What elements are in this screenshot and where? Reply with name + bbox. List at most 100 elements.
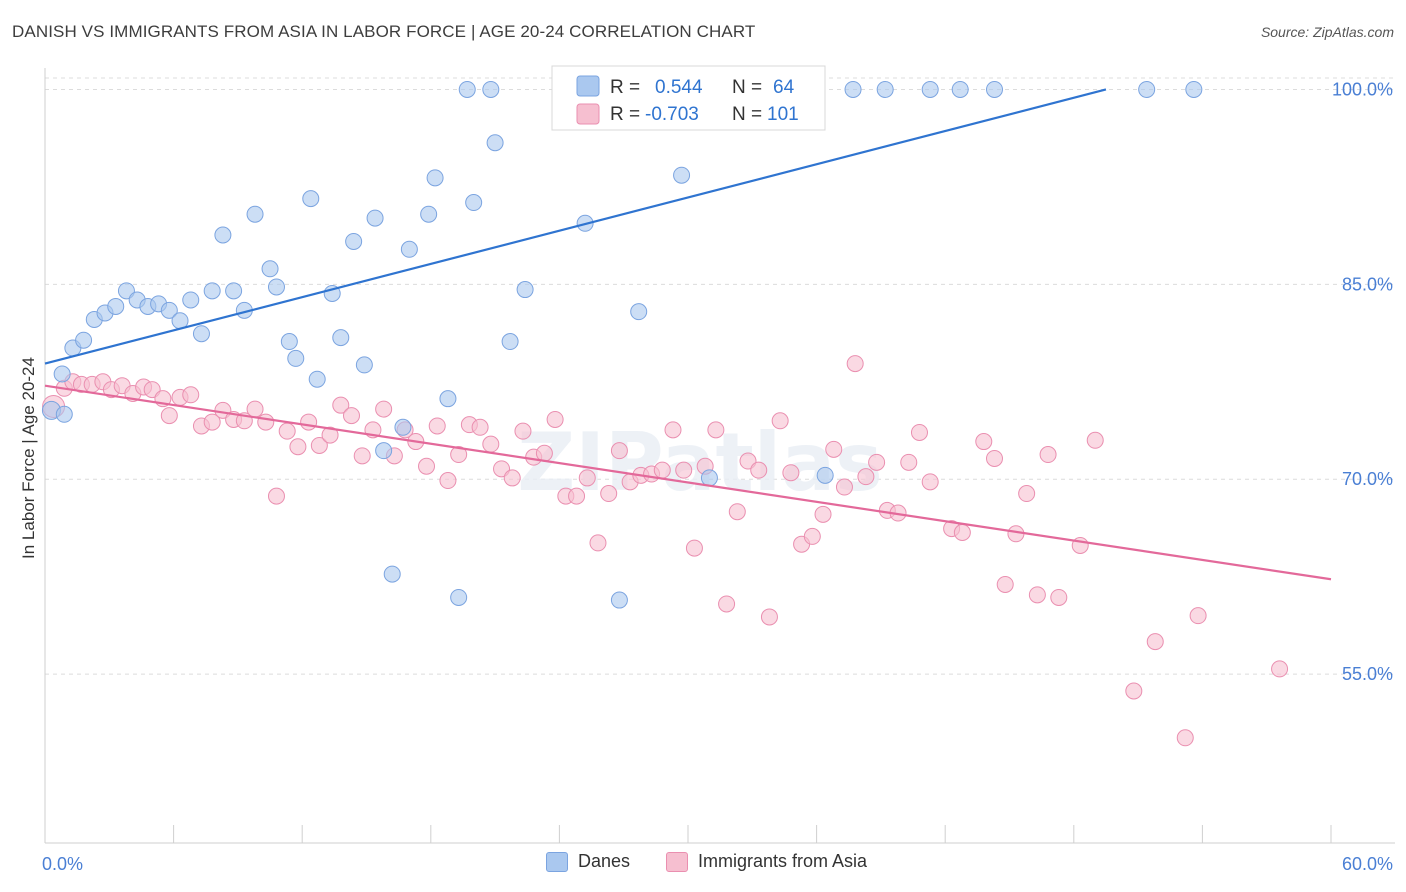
asia-point-95: [1086, 431, 1104, 449]
asia-point-59: [664, 421, 682, 439]
danes-point-32: [383, 565, 401, 583]
legend-asia-swatch: [576, 103, 600, 125]
axis-layer: 55.0% 70.0% 85.0% 100.0% 0.0% 60.0%: [42, 68, 1395, 874]
legend-r-label-danes: R =: [610, 77, 640, 98]
danes-point-44: [516, 281, 534, 299]
asia-point-83: [921, 473, 939, 491]
danes-point-48: [630, 303, 648, 321]
grid-layer: [45, 77, 1395, 675]
asia-point-60: [675, 461, 693, 479]
legend-n-value-danes: 64: [773, 77, 795, 98]
danes-point-25: [308, 370, 326, 388]
asia-point-38: [439, 472, 457, 490]
danes-point-19: [246, 205, 264, 223]
danes-point-55: [844, 80, 862, 98]
danes-point-34: [400, 240, 418, 258]
danes-point-37: [439, 390, 457, 408]
danes-point-35: [420, 205, 438, 223]
legend-item-danes[interactable]: Danes: [546, 851, 630, 872]
danes-point-61: [1185, 80, 1203, 98]
asia-point-32: [375, 400, 393, 418]
danes-point-41: [482, 80, 500, 98]
legend-asia-label: Immigrants from Asia: [698, 851, 868, 871]
series-danes-points: [41, 80, 1203, 609]
danes-point-42: [486, 134, 504, 152]
asia-point-76: [846, 355, 864, 373]
y-tick-label-0: 55.0%: [1342, 664, 1393, 684]
asia-point-44: [503, 469, 521, 487]
legend-danes-label: Danes: [578, 851, 631, 871]
y-tick-label-1: 70.0%: [1342, 469, 1393, 489]
danes-point-30: [366, 209, 384, 227]
asia-point-78: [868, 453, 886, 471]
asia-point-72: [803, 527, 821, 545]
legend-stats: R = 0.544 N = 64 R = -0.703 N = 101: [551, 65, 826, 131]
asia-point-51: [578, 469, 596, 487]
asia-point-63: [707, 421, 725, 439]
asia-point-77: [857, 468, 875, 486]
asia-point-42: [482, 435, 500, 453]
danes-point-29: [355, 356, 373, 374]
asia-point-25: [300, 413, 318, 431]
danes-point-33: [394, 418, 412, 436]
legend-r-label-asia: R =: [610, 104, 640, 125]
asia-point-61: [685, 539, 703, 557]
danes-point-38: [450, 588, 468, 606]
asia-point-90: [1018, 485, 1036, 503]
asia-point-36: [418, 457, 436, 475]
danes-point-17: [225, 282, 243, 300]
danes-point-28: [345, 232, 363, 250]
asia-point-68: [760, 608, 778, 626]
y-tick-label-2: 85.0%: [1342, 274, 1393, 294]
danes-point-27: [332, 329, 350, 347]
chart-title: DANISH VS IMMIGRANTS FROM ASIA IN LABOR …: [12, 22, 756, 41]
asia-point-97: [1146, 633, 1164, 651]
danes-point-40: [465, 194, 483, 212]
legend-n-value-asia: 101: [767, 104, 799, 125]
asia-point-93: [1050, 588, 1068, 606]
asia-point-91: [1028, 586, 1046, 604]
danes-point-22: [280, 333, 298, 351]
source-label: Source: ZipAtlas.com: [1260, 24, 1394, 40]
legend-danes-square: [546, 851, 568, 872]
asia-point-24: [289, 438, 307, 456]
asia-point-86: [975, 433, 993, 451]
asia-point-41: [471, 418, 489, 436]
asia-point-100: [1271, 660, 1289, 678]
danes-point-14: [192, 325, 210, 343]
asia-point-82: [910, 423, 928, 441]
danes-point-47: [610, 591, 628, 609]
asia-trend-line: [44, 384, 1332, 581]
danes-point-59: [985, 80, 1003, 98]
asia-point-85: [953, 524, 971, 542]
asia-point-67: [750, 461, 768, 479]
asia-point-28: [332, 396, 350, 414]
asia-point-26: [310, 436, 328, 454]
asia-point-22: [267, 487, 285, 505]
asia-point-50: [568, 487, 586, 505]
asia-point-88: [996, 575, 1014, 593]
danes-point-50: [673, 166, 691, 184]
danes-point-58: [951, 80, 969, 98]
legend-item-asia[interactable]: Immigrants from Asia: [666, 851, 867, 872]
asia-point-98: [1176, 729, 1194, 747]
asia-point-54: [610, 442, 628, 460]
danes-trend-line: [44, 88, 1107, 365]
asia-point-14: [182, 386, 200, 404]
legend-n-label-asia: N =: [732, 104, 762, 125]
asia-point-12: [160, 407, 178, 425]
danes-point-1: [53, 365, 71, 383]
danes-point-31: [375, 442, 393, 460]
x-tick-label-1: 60.0%: [1342, 854, 1393, 874]
asia-point-21: [257, 413, 275, 431]
danes-point-21: [267, 278, 285, 296]
danes-point-13: [182, 291, 200, 309]
asia-point-96: [1125, 682, 1143, 700]
asia-point-81: [900, 453, 918, 471]
asia-point-39: [450, 446, 468, 464]
legend-r-value-asia: -0.703: [645, 104, 699, 125]
danes-point-60: [1138, 80, 1156, 98]
asia-point-69: [771, 412, 789, 430]
asia-point-23: [278, 422, 296, 440]
